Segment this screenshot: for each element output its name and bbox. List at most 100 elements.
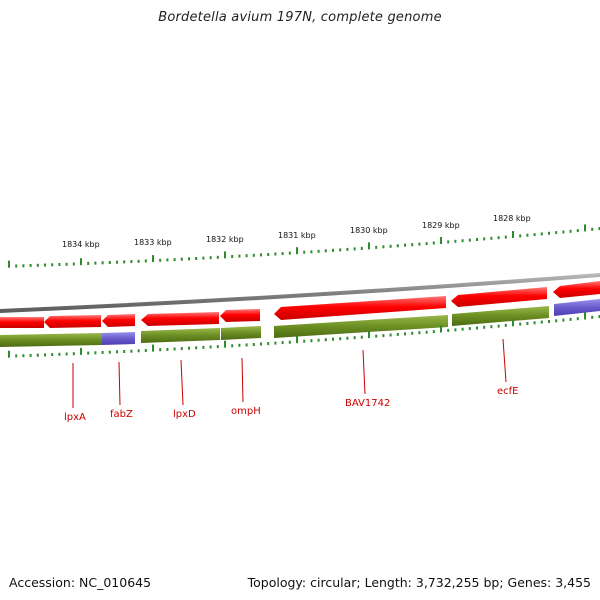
minor-tick (389, 333, 392, 337)
minor-tick (389, 244, 392, 248)
minor-tick (454, 239, 457, 243)
minor-tick (22, 264, 25, 268)
major-tick (296, 247, 298, 255)
minor-tick (216, 345, 219, 349)
leader-line-ompH (241, 357, 244, 403)
minor-tick (87, 261, 90, 265)
cds-block (221, 326, 261, 340)
minor-tick (267, 253, 270, 256)
minor-tick (108, 261, 111, 264)
minor-tick (598, 315, 600, 319)
minor-tick (346, 247, 349, 251)
minor-tick (195, 346, 198, 350)
gene-label-lpxA: lpxA (64, 412, 86, 423)
minor-tick (483, 325, 486, 329)
minor-tick (533, 233, 536, 237)
gene-track-red (0, 281, 600, 328)
minor-tick (540, 232, 543, 236)
backbone-ring (0, 273, 600, 313)
minor-tick (310, 339, 313, 343)
major-tick (296, 336, 298, 344)
minor-tick (231, 255, 234, 258)
minor-tick (274, 341, 277, 345)
cds-block (452, 306, 549, 326)
major-tick (80, 347, 82, 355)
minor-tick (159, 348, 162, 352)
gene-arrow (274, 296, 446, 320)
major-tick (368, 242, 370, 250)
cds-block (0, 333, 102, 347)
minor-tick (238, 254, 241, 258)
minor-tick (267, 342, 270, 346)
minor-tick (51, 263, 54, 267)
gene-label-lpxD: lpxD (173, 409, 196, 420)
major-tick (440, 237, 442, 244)
minor-tick (548, 231, 550, 235)
minor-tick (29, 353, 32, 357)
minor-tick (396, 244, 399, 248)
minor-tick (123, 350, 126, 353)
minor-tick (180, 347, 183, 351)
gene-arrow (44, 315, 101, 328)
minor-tick (598, 227, 600, 231)
minor-tick (173, 347, 176, 351)
minor-tick (332, 248, 334, 252)
minor-tick (490, 325, 493, 329)
minor-tick (519, 322, 522, 326)
gene-label-fabZ: fabZ (110, 409, 133, 420)
major-tick (368, 331, 370, 339)
minor-tick (58, 352, 61, 356)
minor-tick (332, 337, 334, 341)
minor-tick (519, 234, 522, 238)
major-tick (440, 325, 442, 333)
minor-tick (447, 240, 450, 244)
minor-tick (526, 233, 529, 237)
minor-tick (569, 317, 572, 321)
minor-tick (44, 353, 46, 357)
major-tick (152, 255, 154, 263)
minor-tick (288, 251, 291, 255)
minor-tick (576, 229, 579, 233)
minor-tick (137, 349, 140, 353)
minor-tick (404, 332, 406, 336)
cds-block (141, 328, 220, 343)
scale-label-1828: 1828 kbp (493, 214, 531, 223)
minor-tick (375, 245, 378, 249)
minor-tick (454, 328, 457, 332)
scale-label-1834: 1834 kbp (62, 240, 100, 249)
cds-block (274, 315, 448, 338)
minor-tick (404, 243, 406, 247)
minor-tick (360, 335, 363, 339)
minor-tick (159, 258, 162, 262)
minor-tick (555, 319, 558, 323)
minor-tick (101, 351, 104, 354)
minor-tick (548, 320, 550, 323)
gene-arrow (220, 309, 260, 322)
minor-tick (260, 253, 262, 257)
minor-tick (317, 338, 320, 342)
minor-tick (375, 334, 378, 338)
minor-tick (432, 241, 435, 245)
minor-tick (166, 258, 169, 262)
minor-tick (116, 260, 118, 264)
cds-track (0, 299, 600, 347)
gene-arrow (451, 287, 547, 307)
major-tick (8, 350, 10, 358)
leader-line-BAV1742 (362, 349, 366, 395)
minor-tick (252, 343, 255, 346)
minor-tick (562, 230, 565, 234)
minor-tick (94, 261, 97, 265)
map-title: Bordetella avium 197N, complete genome (158, 10, 442, 25)
minor-tick (555, 231, 558, 235)
minor-tick (569, 229, 572, 233)
minor-tick (425, 330, 428, 334)
minor-tick (188, 257, 190, 261)
minor-tick (576, 317, 579, 321)
gene-arrow (553, 281, 600, 298)
minor-tick (497, 236, 500, 240)
minor-tick (288, 340, 291, 344)
minor-tick (123, 260, 126, 264)
minor-tick (65, 352, 68, 356)
minor-tick (360, 246, 363, 250)
